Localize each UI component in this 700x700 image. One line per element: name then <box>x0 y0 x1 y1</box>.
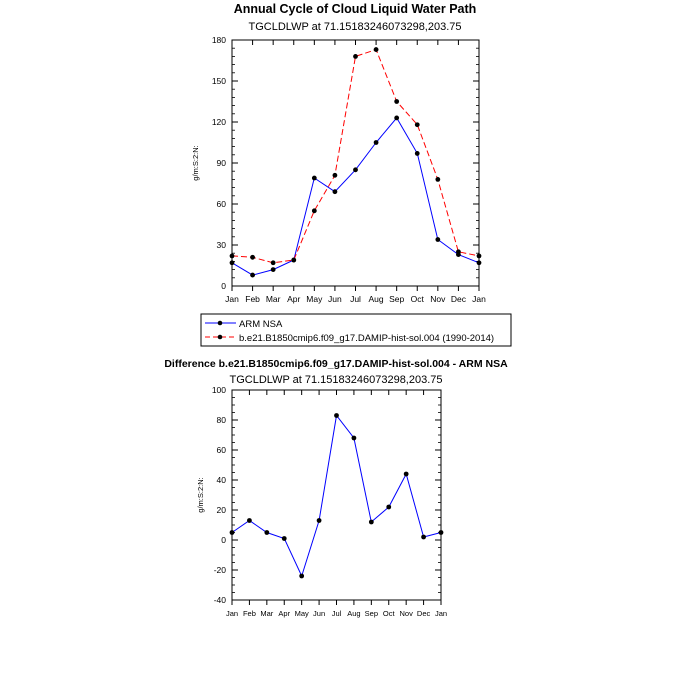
bottom-series-0-point <box>368 519 374 525</box>
top-ytick-label: 150 <box>212 76 226 86</box>
top-series-1-point <box>291 257 297 263</box>
bottom-chart: -40 -20 0 20 40 60 80 100 Jan Feb Mar Apr May Jun Jul A… <box>212 385 447 618</box>
top-series-0-point <box>435 237 441 242</box>
top-plot-frame <box>231 39 480 287</box>
top-series-0-point <box>394 115 400 121</box>
top-xtick-label: Jul <box>350 294 361 304</box>
legend-label-model: b.e21.B1850cmip6.f09_g17.DAMIP-hist-sol.… <box>239 333 494 344</box>
bottom-series-0-point <box>351 435 357 441</box>
bottom-xtick-label: Jul <box>332 609 342 618</box>
top-series-1-point <box>435 177 441 182</box>
top-chart: 0 30 60 90 120 150 180 Jan Feb Mar Apr May Jun Jul Aug… <box>212 35 486 304</box>
bottom-chart-ylabel: g/m:S:2:N: <box>196 477 205 512</box>
bottom-chart-subtitle: TGCLDLWP at 71.15183246073298,203.75 <box>229 374 442 386</box>
bottom-series-0-point <box>438 530 444 535</box>
top-ytick-label: 60 <box>217 199 227 209</box>
bottom-xtick-label: Jun <box>313 609 325 618</box>
top-xtick-label: Mar <box>266 294 281 304</box>
bottom-xtick-label: Aug <box>347 609 360 618</box>
bottom-series-0-point <box>229 530 235 535</box>
top-ytick-label: 90 <box>217 158 227 168</box>
top-series-1-point <box>476 253 482 259</box>
bottom-series-0-point <box>299 573 305 579</box>
bottom-series-0-point <box>403 471 409 477</box>
bottom-ytick-label: 40 <box>217 475 227 485</box>
top-chart-title: Annual Cycle of Cloud Liquid Water Path <box>234 2 477 16</box>
bottom-series-0-point <box>386 504 392 510</box>
top-series-1-point <box>311 208 317 214</box>
top-series-0-point <box>332 189 338 195</box>
bottom-ytick-label: -20 <box>214 565 227 575</box>
top-series-1-point <box>229 253 235 259</box>
bottom-ytick-label: 20 <box>217 505 227 515</box>
bottom-series-0-point <box>421 534 426 540</box>
bottom-ytick-label: 100 <box>212 385 226 395</box>
bottom-xtick-label: Sep <box>365 609 378 618</box>
bottom-xtick-label: May <box>295 609 309 618</box>
bottom-ytick-label: -40 <box>214 595 227 605</box>
top-series-0-point <box>476 260 482 266</box>
top-series-1-point <box>414 122 420 128</box>
top-series-line-0 <box>231 117 480 276</box>
top-chart-ylabel: g/m:S:2:N: <box>191 145 200 180</box>
bottom-ytick-label: 60 <box>217 445 227 455</box>
bottom-series-0-point <box>281 536 287 541</box>
bottom-series-0-point <box>316 518 322 523</box>
bottom-series-0-point <box>264 530 270 535</box>
top-ytick-label: 30 <box>217 240 227 250</box>
bottom-xtick-label: Mar <box>260 609 273 618</box>
bottom-series-line-0 <box>231 414 442 578</box>
bottom-xtick-label: Jan <box>435 609 447 618</box>
top-ytick-label: 180 <box>212 35 226 45</box>
legend-marker-model <box>217 334 223 340</box>
bottom-xtick-label: Feb <box>243 609 256 618</box>
bottom-chart-title: Difference b.e21.B1850cmip6.f09_g17.DAMI… <box>164 358 508 370</box>
top-series-0-point <box>373 140 379 145</box>
top-xtick-label: Feb <box>245 294 260 304</box>
bottom-ytick-label: 80 <box>217 415 227 425</box>
legend-label-obs: ARM NSA <box>239 319 283 330</box>
bottom-plot-frame <box>231 389 442 601</box>
top-chart-subtitle: TGCLDLWP at 71.15183246073298,203.75 <box>248 21 461 33</box>
top-xtick-label: Jun <box>328 294 342 304</box>
top-ytick-label: 0 <box>221 281 226 291</box>
bottom-series-0-point <box>247 518 252 523</box>
top-series-1-point <box>332 172 338 178</box>
top-series-line-1 <box>231 48 480 264</box>
legend: ARM NSA b.e21.B1850cmip6.f09_g17.DAMIP-h… <box>200 313 512 347</box>
bottom-xtick-label: Oct <box>383 609 396 618</box>
top-xtick-label: Jan <box>225 294 239 304</box>
top-series-1-point <box>373 47 379 52</box>
top-series-0-point <box>270 267 276 272</box>
top-xtick-label: Oct <box>411 294 425 304</box>
bottom-xtick-label: Nov <box>399 609 413 618</box>
bottom-xtick-label: Dec <box>417 609 431 618</box>
top-series-0-point <box>229 260 235 266</box>
top-xtick-label: Sep <box>389 294 404 304</box>
top-ytick-label: 120 <box>212 117 226 127</box>
top-series-1-point <box>270 260 276 266</box>
top-series-0-point <box>250 272 255 278</box>
bottom-xtick-label: Jan <box>226 609 238 618</box>
top-xtick-label: May <box>306 294 323 304</box>
top-xtick-label: Nov <box>430 294 446 304</box>
bottom-series-0-point <box>334 413 339 418</box>
top-series-1-point <box>456 249 461 255</box>
bottom-xtick-label: Apr <box>278 609 290 618</box>
legend-marker-obs <box>217 320 223 326</box>
bottom-ytick-label: 0 <box>221 535 226 545</box>
legend-box <box>200 313 512 347</box>
top-series-0-point <box>311 175 317 181</box>
top-series-1-point <box>250 254 255 260</box>
top-xtick-label: Aug <box>369 294 384 304</box>
top-xtick-label: Apr <box>287 294 300 304</box>
top-series-0-point <box>414 151 420 156</box>
top-series-0-point <box>353 167 358 173</box>
top-xtick-label: Jan <box>472 294 486 304</box>
top-series-1-point <box>394 99 400 104</box>
top-series-1-point <box>353 54 358 59</box>
top-xtick-label: Dec <box>451 294 467 304</box>
